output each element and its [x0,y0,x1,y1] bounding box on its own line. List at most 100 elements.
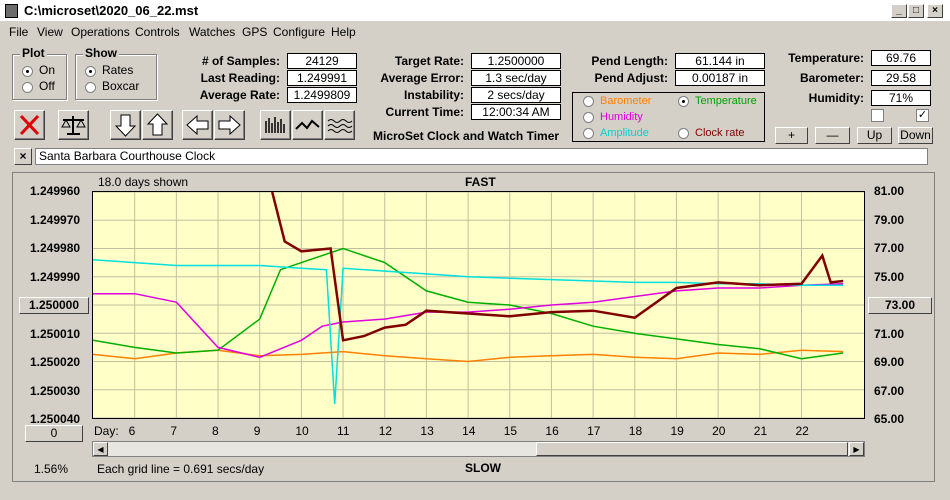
minus-button[interactable]: — [815,127,850,144]
y-right-tick-label: 79.00 [874,212,905,227]
humidity-label: Humidity: [808,91,864,105]
y-left-tick-label: 1.249970 [30,212,81,227]
y-left-tick-label: 1.250010 [30,326,81,341]
temperature-value: 69.76 [871,50,931,66]
waveform-button[interactable] [292,110,323,140]
last-reading-value: 1.249991 [287,70,357,86]
y-right-axis: 81.00 79.00 77.00 75.00 71.00 69.00 67.00 65.00 [870,184,930,426]
pend-adjust-label: Pend Adjust: [594,71,668,85]
menu-watches[interactable]: Watches [189,25,236,39]
y-right-tick-label: 69.00 [874,355,905,369]
legend-clockrate-label: Clock rate [695,127,745,139]
wavy-lines-icon [327,119,353,133]
menu-file[interactable]: File [9,25,29,39]
left-arrow-button[interactable] [182,110,213,140]
plus-button[interactable]: + [775,127,808,144]
y-right-tick-label: 81.00 [874,184,905,198]
x-tick-label: 13 [420,424,434,438]
y-left-tick-label: 1.250040 [30,412,81,426]
y-right-tick-label: 77.00 [874,241,905,255]
histogram-button[interactable] [260,110,291,140]
x-tick-label: 11 [337,424,350,438]
scroll-left-icon[interactable]: ◀ [93,442,108,456]
x-tick-label: 20 [712,424,726,438]
app-caption: MicroSet Clock and Watch Timer [373,129,560,143]
menu-controls[interactable]: Controls [135,25,180,39]
right-arrow-button[interactable] [214,110,245,140]
x-tick-label: 17 [587,424,601,438]
clear-button[interactable] [14,110,45,140]
x-tick-label: 7 [170,424,178,438]
plot-area [92,191,865,419]
menu-help[interactable]: Help [331,25,356,39]
legend-humidity-radio[interactable] [583,112,594,123]
plot-on-radio[interactable] [22,66,33,77]
target-rate-label: Target Rate: [394,54,464,68]
up-arrow-button[interactable] [142,110,173,140]
down-button[interactable]: Down [898,127,933,144]
legend-barometer-radio[interactable] [583,96,594,107]
show-boxcar-radio[interactable] [85,82,96,93]
legend-humidity-label: Humidity [600,111,643,123]
close-clock-button[interactable]: × [14,148,32,165]
close-icon[interactable]: × [927,4,943,18]
y-right-tick-label: 71.00 [874,326,905,341]
show-rates-radio[interactable] [85,66,96,77]
current-time-value: 12:00:34 AM [471,104,561,120]
fast-label: FAST [465,175,496,189]
humidity-checkbox-checked[interactable]: ✓ [916,109,929,122]
legend-temperature-radio[interactable] [678,96,689,107]
chart-svg [93,192,864,418]
horizontal-scrollbar[interactable]: ◀ ▶ [92,441,865,457]
zero-button[interactable]: 0 [25,425,83,442]
x-tick-label: 21 [753,424,768,438]
clear-x-icon [19,114,40,136]
minimize-icon[interactable]: _ [891,4,907,18]
x-tick-label: 18 [628,424,643,438]
legend-clockrate-radio[interactable] [678,128,689,139]
y-right-tick-label: 75.00 [874,269,905,284]
y-left-tick-label: 1.250020 [30,355,81,369]
x-tick-label: 19 [670,424,684,438]
center-temp-button[interactable]: 73.00 [868,297,932,314]
x-tick-label: 8 [212,424,219,438]
smooth-button[interactable] [324,110,355,140]
chart-panel [12,172,935,482]
plot-on-label: On [39,63,56,77]
x-tick-label: 14 [462,424,476,438]
x-tick-label: 16 [545,424,559,438]
title-bar: C:\microset\2020_06_22.mst _ □ × [0,0,950,22]
humidity-checkbox[interactable] [871,109,884,122]
legend-box [572,92,765,142]
humidity-value: 71% [871,90,931,106]
plot-group [12,54,67,100]
x-tick-label: 12 [378,424,393,438]
legend-amplitude-radio[interactable] [583,128,594,139]
menu-view[interactable]: View [37,25,63,39]
up-button[interactable]: Up [857,127,892,144]
series-line-temperature [93,247,844,360]
series-line-clock-rate [270,192,844,342]
x-tick-label: 22 [795,424,809,438]
x-tick-label: 15 [503,424,518,438]
menu-gps[interactable]: GPS [242,25,268,39]
percent-label: 1.56% [34,462,69,476]
scroll-right-icon[interactable]: ▶ [849,442,864,456]
menu-operations[interactable]: Operations [71,25,130,39]
maximize-icon[interactable]: □ [908,4,924,18]
show-boxcar-label: Boxcar [102,79,140,93]
menu-configure[interactable]: Configure [273,25,326,39]
scroll-thumb[interactable] [536,442,848,456]
y-right-tick-label: 67.00 [874,383,905,398]
center-rate-button[interactable]: 1.250000 [19,297,89,314]
plot-off-radio[interactable] [22,82,33,93]
clock-name-input[interactable]: Santa Barbara Courthouse Clock [35,148,928,165]
down-arrow-button[interactable] [110,110,141,140]
legend-temperature-label: Temperature [695,95,757,107]
x-tick-label: 9 [253,424,261,438]
x-tick-label: 10 [295,424,309,438]
balance-button[interactable] [58,110,89,140]
plot-group-label: Plot [20,46,47,60]
wave-icon [295,119,320,130]
y-left-tick-label: 1.250030 [30,383,81,398]
